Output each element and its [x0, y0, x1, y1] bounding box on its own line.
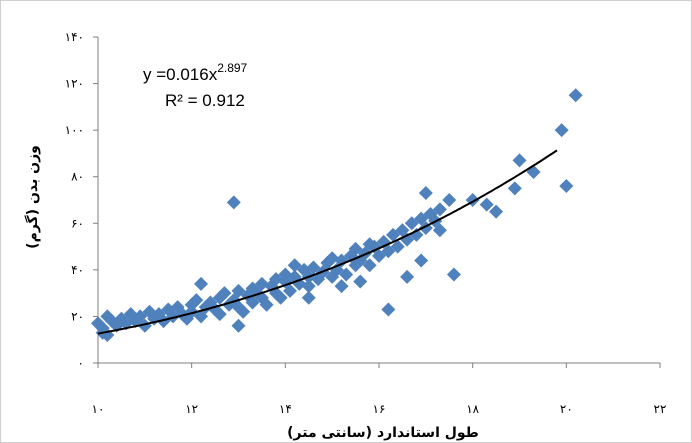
data-point: [231, 283, 246, 298]
data-point: [119, 316, 134, 331]
data-point: [381, 244, 396, 259]
data-point: [489, 204, 504, 219]
data-point: [212, 307, 227, 322]
data-point: [334, 253, 349, 268]
y-tick-label: ۱۴۰: [65, 30, 84, 44]
data-point: [353, 253, 368, 268]
data-point: [259, 297, 274, 312]
data-point: [184, 304, 199, 319]
data-point: [273, 290, 288, 305]
power-trendline: [97, 149, 558, 335]
equation-prefix: y =0.016x: [143, 65, 218, 84]
data-point: [400, 269, 415, 284]
data-points: [91, 88, 583, 343]
data-point: [189, 293, 204, 308]
data-point: [512, 153, 527, 168]
x-tick-label: ۱۸: [466, 402, 479, 416]
data-point: [479, 197, 494, 212]
data-point: [568, 88, 583, 103]
data-point: [301, 290, 316, 305]
data-point: [301, 279, 316, 294]
y-tick-label: ۲۰: [71, 309, 84, 323]
equation-exponent: 2.897: [217, 61, 247, 75]
ticks: ۰ ۲۰ ۴۰ ۶۰ ۸۰ ۱۰۰ ۱۲۰ ۱۴۰ ۱۰ ۱۲ ۱۴ ۱۶ ۱۸ ۲۰ ۲۲: [65, 30, 667, 416]
data-point: [217, 286, 232, 301]
y-tick-label: ۱۰۰: [65, 123, 84, 137]
data-point: [325, 251, 340, 266]
data-point: [137, 318, 152, 333]
data-point: [231, 318, 246, 333]
data-point: [339, 267, 354, 282]
x-tick-label: ۱۴: [279, 402, 292, 416]
data-point: [236, 304, 251, 319]
data-point: [306, 260, 321, 275]
r-squared: R² = 0.912: [165, 91, 245, 110]
data-point: [372, 248, 386, 263]
x-axis-title: طول استاندارد (سانتی متر): [287, 425, 479, 441]
x-tick-label: ۲۰: [560, 402, 573, 416]
data-point: [386, 227, 401, 242]
data-point: [418, 186, 433, 201]
data-point: [226, 195, 241, 210]
x-tick-label: ۲۲: [654, 402, 667, 416]
x-tick-label: ۱۶: [373, 402, 386, 416]
data-point: [194, 276, 209, 291]
y-tick-label: ۱۲۰: [65, 77, 84, 91]
data-point: [432, 223, 447, 238]
data-point: [526, 165, 541, 180]
data-point: [334, 279, 349, 294]
data-point: [287, 258, 302, 273]
data-point: [446, 267, 461, 282]
data-point: [156, 314, 171, 329]
data-point: [432, 202, 447, 217]
y-tick-label: ۶۰: [71, 216, 84, 230]
data-point: [381, 302, 396, 317]
data-point: [554, 123, 569, 138]
y-tick-label: ۴۰: [71, 263, 84, 277]
data-point: [292, 276, 307, 291]
data-point: [353, 274, 368, 289]
data-point: [254, 276, 269, 291]
data-point: [404, 216, 419, 231]
data-point: [268, 272, 283, 287]
x-tick-label: ۱۰: [92, 402, 105, 416]
y-tick-label: ۰: [78, 356, 84, 370]
trendline-equation: y =0.016x2.897: [143, 61, 248, 84]
y-tick-label: ۸۰: [71, 170, 84, 184]
data-point: [442, 193, 457, 207]
data-point: [507, 181, 522, 196]
data-point: [390, 239, 405, 254]
data-point: [348, 241, 363, 256]
data-point: [283, 283, 298, 298]
data-point: [362, 258, 377, 273]
data-point: [414, 253, 429, 268]
x-tick-label: ۱۲: [185, 402, 198, 416]
y-axis-title: وزن بدن (گرم): [24, 145, 41, 249]
data-point: [278, 267, 293, 282]
data-point: [409, 227, 424, 242]
data-point: [559, 179, 574, 194]
data-point: [362, 237, 377, 252]
